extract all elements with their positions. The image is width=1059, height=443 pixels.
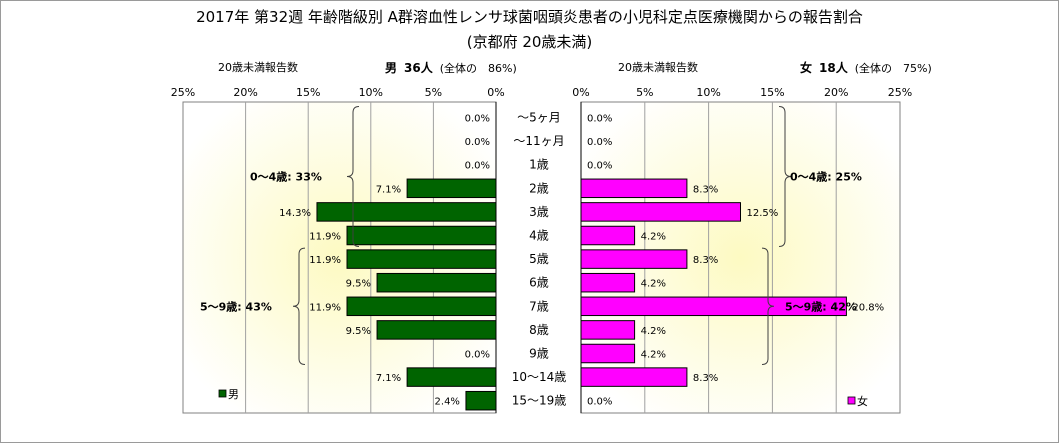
male-data-label: 11.9% bbox=[309, 255, 341, 266]
female-legend-label: 女 bbox=[857, 394, 868, 408]
category-label: 〜11ヶ月 bbox=[513, 134, 564, 148]
left-x-tick-label: 5% bbox=[425, 86, 442, 99]
left-age-group-label: 0〜4歳: 33% bbox=[250, 170, 322, 184]
right-x-tick-label: 0% bbox=[572, 86, 589, 99]
left-count-label: 20歳未満報告数 bbox=[218, 61, 298, 74]
female-bar bbox=[580, 320, 636, 340]
category-label: 9歳 bbox=[529, 347, 549, 361]
left-count: 36人 bbox=[404, 61, 433, 75]
female-data-label: 12.5% bbox=[747, 208, 779, 219]
male-data-label: 9.5% bbox=[346, 326, 371, 337]
female-data-label: 4.2% bbox=[641, 350, 666, 361]
male-bar bbox=[346, 296, 497, 317]
right-age-group-label: 5〜9歳: 42% bbox=[785, 299, 857, 313]
female-bar bbox=[580, 343, 636, 364]
chart-title: 2017年 第32週 年齢階級別 A群溶血性レンサ球菌咽頭炎患者の小児科定点医療… bbox=[196, 8, 863, 26]
male-data-label: 0.0% bbox=[465, 350, 490, 361]
female-data-label: 4.2% bbox=[641, 232, 666, 243]
left-share: (全体の 86%) bbox=[439, 62, 517, 75]
left-x-tick-label: 15% bbox=[296, 86, 320, 99]
category-label: 3歳 bbox=[529, 205, 549, 219]
right-age-group-brace bbox=[761, 247, 775, 365]
left-age-group-brace bbox=[346, 106, 360, 247]
male-bar bbox=[376, 320, 497, 340]
male-data-label: 7.1% bbox=[376, 373, 401, 384]
female-bar bbox=[580, 367, 688, 387]
male-data-label: 0.0% bbox=[465, 137, 490, 148]
left-x-tick-label: 25% bbox=[171, 86, 195, 99]
male-data-label: 7.1% bbox=[376, 184, 401, 195]
right-sex-count: 女 18人 (全体の 75%) bbox=[800, 59, 932, 76]
chart-subtitle: (京都府 20歳未満) bbox=[466, 33, 593, 51]
male-bar bbox=[346, 249, 497, 269]
right-x-tick-label: 25% bbox=[888, 86, 912, 99]
category-label: 〜5ヶ月 bbox=[517, 111, 561, 125]
female-legend-swatch bbox=[847, 396, 856, 405]
male-data-label: 11.9% bbox=[309, 302, 341, 313]
right-sex-label: 女 bbox=[800, 61, 813, 75]
male-data-label: 0.0% bbox=[465, 114, 490, 125]
category-label: 5歳 bbox=[529, 252, 549, 266]
left-x-tick-label: 10% bbox=[359, 86, 383, 99]
female-data-label: 4.2% bbox=[641, 279, 666, 290]
category-label: 15〜19歳 bbox=[512, 394, 567, 408]
female-data-label: 0.0% bbox=[587, 161, 612, 172]
left-panel: 25% 20% 15% 10% 5% 0% 0.0% 0.0% 0.0% 7.1% 14.3% 11.… bbox=[171, 86, 505, 414]
category-label: 1歳 bbox=[529, 158, 549, 172]
male-bar bbox=[465, 390, 497, 411]
left-age-group-brace bbox=[292, 247, 306, 365]
male-data-label: 11.9% bbox=[309, 232, 341, 243]
right-share: (全体の 75%) bbox=[854, 62, 932, 75]
left-sex-label: 男 bbox=[385, 61, 398, 75]
female-data-label: 8.3% bbox=[693, 373, 718, 384]
male-bar bbox=[346, 225, 497, 246]
female-bar bbox=[580, 202, 741, 222]
male-data-label: 0.0% bbox=[465, 161, 490, 172]
category-label: 6歳 bbox=[529, 276, 549, 290]
category-label: 2歳 bbox=[529, 181, 549, 195]
right-count: 18人 bbox=[819, 61, 848, 75]
male-bar bbox=[406, 178, 497, 199]
right-x-tick-label: 15% bbox=[760, 86, 784, 99]
right-count-label: 20歳未満報告数 bbox=[618, 61, 698, 74]
female-data-label: 20.8% bbox=[852, 302, 884, 313]
male-bar bbox=[406, 367, 497, 387]
female-bar bbox=[580, 249, 688, 269]
male-data-label: 2.4% bbox=[435, 397, 460, 408]
category-label: 10〜14歳 bbox=[512, 370, 567, 384]
female-data-label: 8.3% bbox=[693, 255, 718, 266]
category-label: 7歳 bbox=[529, 299, 549, 313]
left-x-tick-label: 0% bbox=[487, 86, 504, 99]
right-x-tick-label: 20% bbox=[824, 86, 848, 99]
annotations: 0〜4歳: 33% 5〜9歳: 43% 0〜4歳: 25% 5〜9歳: 42% bbox=[200, 106, 862, 365]
category-labels: 〜5ヶ月〜11ヶ月 1歳 2歳 3歳 4歳 5歳 6歳 7歳 8歳 9歳 10〜14歳 15〜19歳 bbox=[512, 111, 567, 408]
male-legend-swatch bbox=[218, 389, 227, 398]
category-label: 4歳 bbox=[529, 229, 549, 243]
category-label: 8歳 bbox=[529, 323, 549, 337]
right-panel: 0% 5% 10% 15% 20% 25% 0.0% 0.0% 0.0% 8.3% 12.5% 4.2… bbox=[572, 86, 912, 414]
right-x-tick-label: 10% bbox=[696, 86, 720, 99]
left-x-tick-label: 20% bbox=[233, 86, 257, 99]
female-data-label: 0.0% bbox=[587, 397, 612, 408]
male-bar bbox=[316, 202, 497, 222]
female-data-label: 4.2% bbox=[641, 326, 666, 337]
right-age-group-label: 0〜4歳: 25% bbox=[790, 170, 862, 184]
female-data-label: 8.3% bbox=[693, 184, 718, 195]
left-age-group-label: 5〜9歳: 43% bbox=[200, 299, 272, 313]
female-bar bbox=[580, 272, 636, 293]
male-data-label: 9.5% bbox=[346, 279, 371, 290]
male-bar bbox=[376, 272, 497, 293]
female-bar bbox=[580, 178, 688, 199]
male-legend-label: 男 bbox=[228, 388, 239, 401]
female-data-label: 0.0% bbox=[587, 137, 612, 148]
male-data-label: 14.3% bbox=[279, 208, 311, 219]
left-sex-count: 男 36人 (全体の 86%) bbox=[385, 59, 517, 76]
female-data-label: 0.0% bbox=[587, 114, 612, 125]
female-bar bbox=[580, 225, 636, 246]
right-x-tick-label: 5% bbox=[636, 86, 653, 99]
right-age-group-brace bbox=[778, 106, 792, 247]
